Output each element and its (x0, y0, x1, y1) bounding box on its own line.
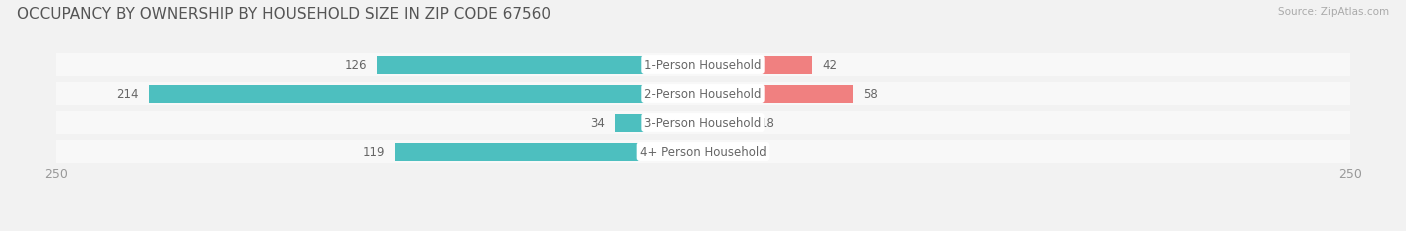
Bar (703, 56, 811, 74)
Text: Source: ZipAtlas.com: Source: ZipAtlas.com (1278, 7, 1389, 17)
Text: 126: 126 (344, 59, 367, 72)
Bar (56, 83, 1350, 106)
Text: 4+ Person Household: 4+ Person Household (640, 145, 766, 158)
Text: 3-Person Household: 3-Person Household (644, 116, 762, 130)
Bar (703, 85, 853, 103)
Text: 58: 58 (863, 88, 879, 101)
Text: 42: 42 (823, 59, 837, 72)
Text: OCCUPANCY BY OWNERSHIP BY HOUSEHOLD SIZE IN ZIP CODE 67560: OCCUPANCY BY OWNERSHIP BY HOUSEHOLD SIZE… (17, 7, 551, 22)
Text: 18: 18 (759, 116, 775, 130)
Text: 214: 214 (117, 88, 139, 101)
Bar (56, 54, 1350, 77)
Text: 34: 34 (591, 116, 605, 130)
Bar (703, 114, 749, 132)
Bar (56, 112, 1350, 134)
Text: 119: 119 (363, 145, 385, 158)
Bar (377, 56, 703, 74)
Text: 1-Person Household: 1-Person Household (644, 59, 762, 72)
Bar (149, 85, 703, 103)
Bar (614, 114, 703, 132)
Bar (56, 140, 1350, 164)
Text: 0: 0 (713, 145, 721, 158)
Bar (395, 143, 703, 161)
Text: 2-Person Household: 2-Person Household (644, 88, 762, 101)
